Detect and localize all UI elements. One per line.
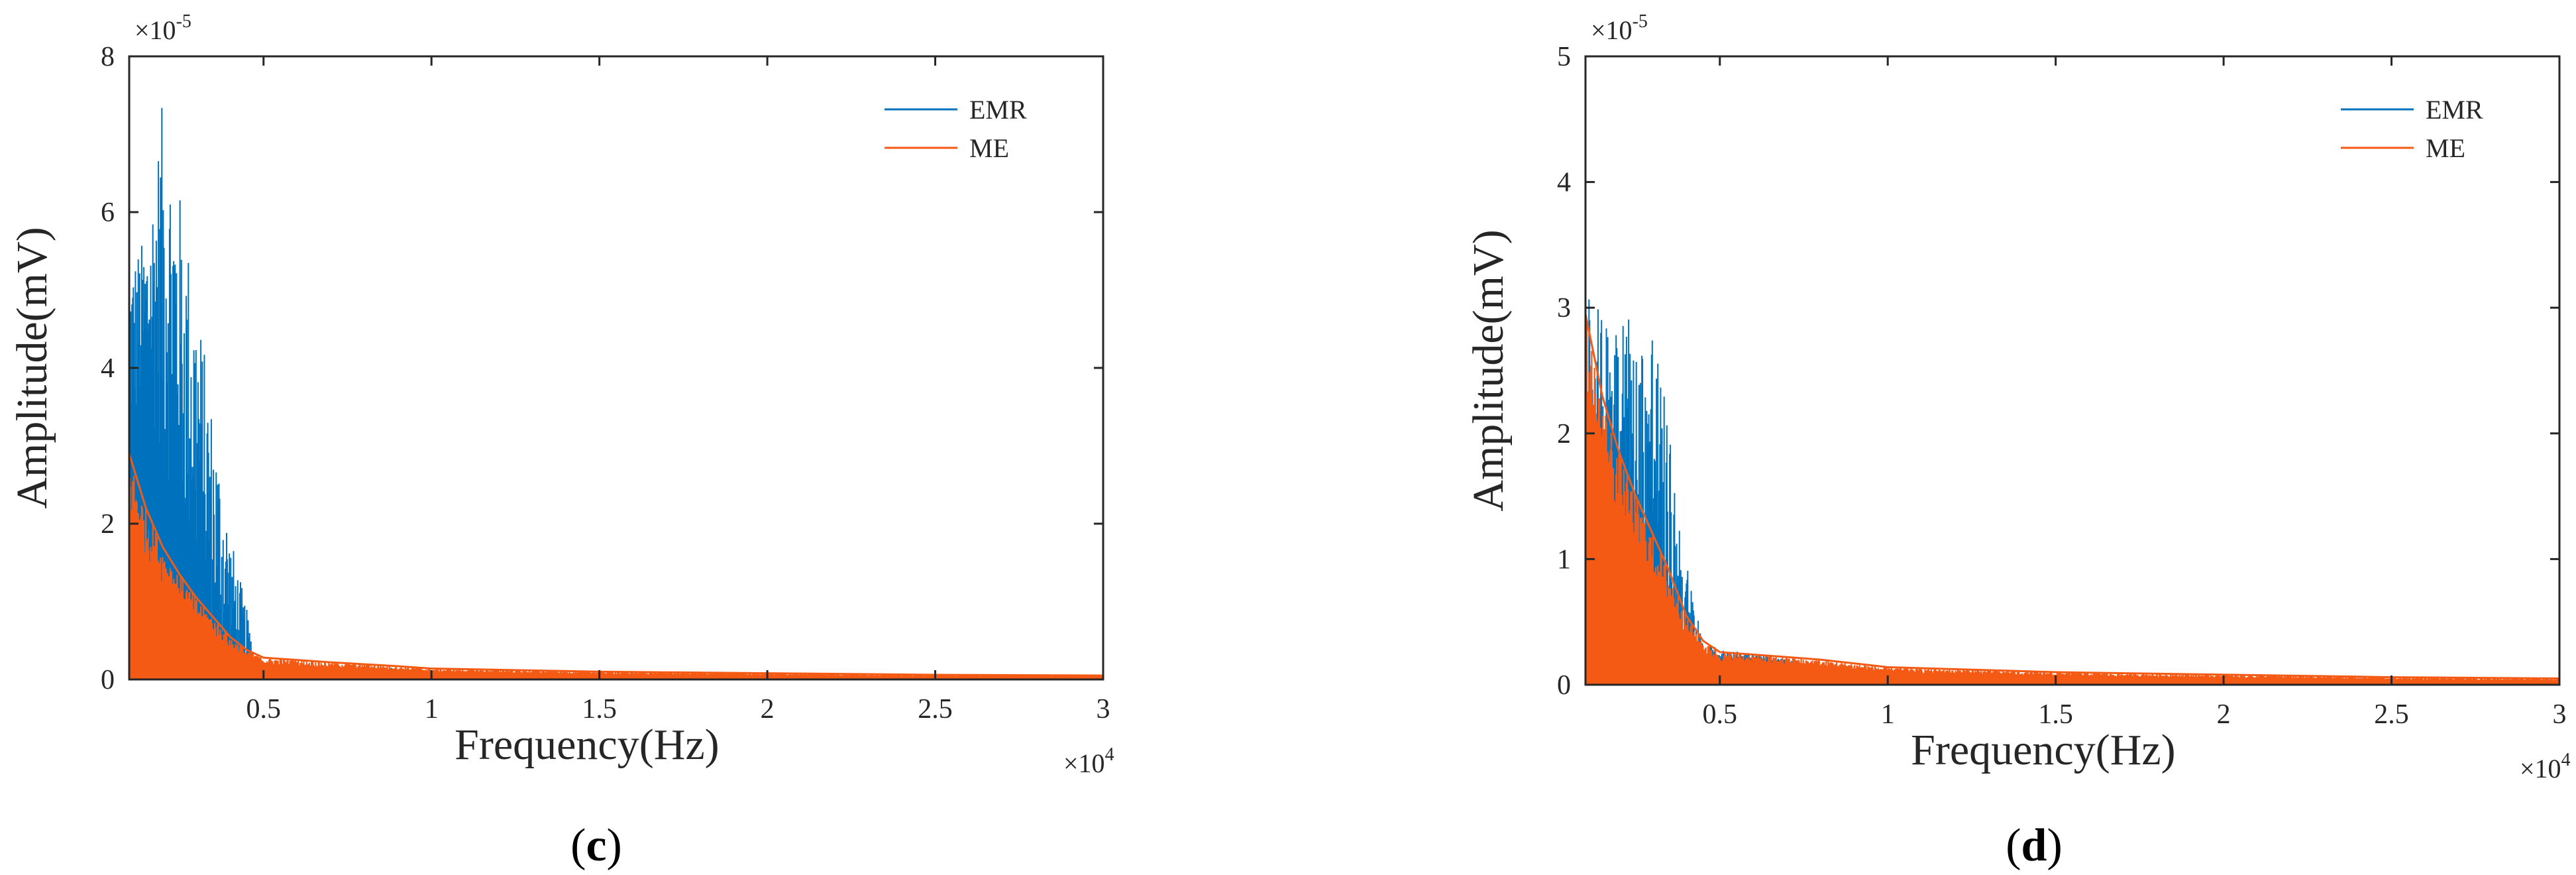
y-multiplier-exponent-d: -5: [1633, 11, 1648, 32]
x-multiplier-exponent-d: 4: [2561, 750, 2571, 770]
panel-caption-d: (d): [2006, 820, 2063, 871]
x-multiplier-base-d: ×10: [2520, 754, 2561, 784]
y-multiplier-exponent-c: -5: [176, 11, 191, 32]
y-tick-label: 0: [101, 665, 115, 695]
x-tick-label: 1.5: [2038, 699, 2073, 730]
x-tick-label: 2: [2217, 699, 2231, 730]
x-tick-label: 2.5: [918, 694, 953, 725]
x-tick-label: 2.5: [2374, 699, 2409, 730]
panel-caption-c: (c): [570, 820, 622, 871]
x-multiplier-base-c: ×10: [1063, 748, 1105, 778]
plot-area-c: [129, 107, 1103, 679]
y-tick-label: 8: [101, 42, 115, 72]
legend-label-emr: EMR: [969, 95, 1027, 125]
y-tick-label: 4: [101, 353, 115, 384]
x-tick-label: 0.5: [1703, 699, 1738, 730]
legend-c: EMR ME: [885, 95, 1027, 163]
legend-label-emr: EMR: [2426, 95, 2483, 125]
series-me-envelope: [1585, 314, 2559, 679]
x-tick-label: 3: [1097, 694, 1110, 725]
legend-d: EMR ME: [2341, 95, 2483, 163]
axes-frame-c: [128, 55, 1104, 681]
x-multiplier-d: ×104: [2520, 750, 2571, 784]
x-multiplier-exponent-c: 4: [1105, 744, 1114, 765]
y-tick-label: 4: [1557, 168, 1571, 198]
x-tick-label: 1: [425, 694, 439, 725]
series-me: [1585, 322, 2559, 685]
x-multiplier-c: ×104: [1063, 744, 1114, 778]
x-axis-label-d: Frequency(Hz): [1911, 726, 2175, 774]
axes-frame-d: [1584, 55, 2561, 686]
y-tick-label: 5: [1557, 42, 1571, 72]
x-tick-label: 2: [761, 694, 775, 725]
y-tick-label: 1: [1557, 544, 1571, 575]
y-tick-label: 2: [101, 509, 115, 540]
series-me-envelope: [129, 453, 1103, 677]
y-multiplier-c: ×10-5: [134, 11, 191, 45]
series-emr: [129, 107, 1103, 679]
x-tick-label: 1.5: [582, 694, 617, 725]
x-axis-label-c: Frequency(Hz): [455, 721, 719, 769]
panel-caption-letter-d: d: [2021, 820, 2047, 871]
panel-caption-letter-c: c: [586, 820, 606, 871]
y-tick-label: 0: [1557, 670, 1571, 701]
x-tick-label: 3: [2553, 699, 2567, 730]
y-axis-label-c: Amplitude(mV): [8, 227, 56, 508]
y-multiplier-base-c: ×10: [134, 15, 176, 45]
y-axis-label-d: Amplitude(mV): [1464, 229, 1513, 511]
legend-label-me: ME: [969, 133, 1009, 163]
legend-label-me: ME: [2426, 133, 2465, 163]
series-emr: [1585, 299, 2559, 685]
y-tick-label: 3: [1557, 293, 1571, 323]
y-tick-label: 6: [101, 198, 115, 228]
y-tick-label: 2: [1557, 419, 1571, 449]
plot-area-d: [1585, 299, 2559, 685]
ticks-d: 0.5 1 1.5 2 2.5 3 0 1 2 3 4 5: [1557, 42, 2567, 730]
series-me: [129, 475, 1103, 679]
x-tick-label: 1: [1881, 699, 1895, 730]
ticks-c: 0.5 1 1.5 2 2.5 3 0 2 4 6 8: [101, 42, 1110, 725]
y-multiplier-base-d: ×10: [1591, 15, 1633, 45]
y-multiplier-d: ×10-5: [1591, 11, 1648, 45]
x-tick-label: 0.5: [246, 694, 282, 725]
